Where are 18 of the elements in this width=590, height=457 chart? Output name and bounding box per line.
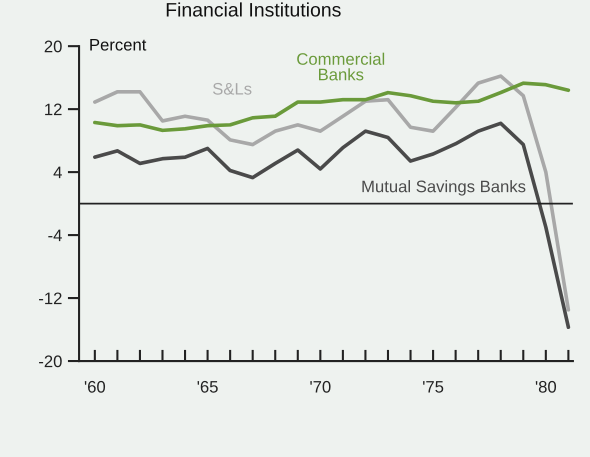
y-tick-label: -12	[39, 292, 62, 304]
y-tick-label: 4	[54, 166, 62, 178]
series-label: Commercial Banks	[297, 52, 384, 80]
x-tick-label: '80	[536, 380, 556, 393]
chart-title: Financial Institutions	[166, 2, 341, 17]
line-series	[93, 121, 570, 329]
x-tick-label: '75	[423, 381, 444, 393]
x-tick-label: '70	[310, 380, 331, 393]
y-axis-title: Percent	[90, 39, 146, 51]
y-tick-label: 20	[44, 40, 62, 52]
x-tick-label: '65	[198, 380, 218, 393]
series-label: Mutual Savings Banks	[362, 180, 526, 196]
line-series	[93, 81, 570, 132]
y-tick-label: -20	[39, 355, 62, 368]
x-tick-label: '60	[84, 380, 106, 393]
y-tick-label: 12	[45, 104, 62, 116]
y-tick-label: -4	[48, 230, 62, 242]
series-label: S&Ls	[212, 82, 252, 95]
